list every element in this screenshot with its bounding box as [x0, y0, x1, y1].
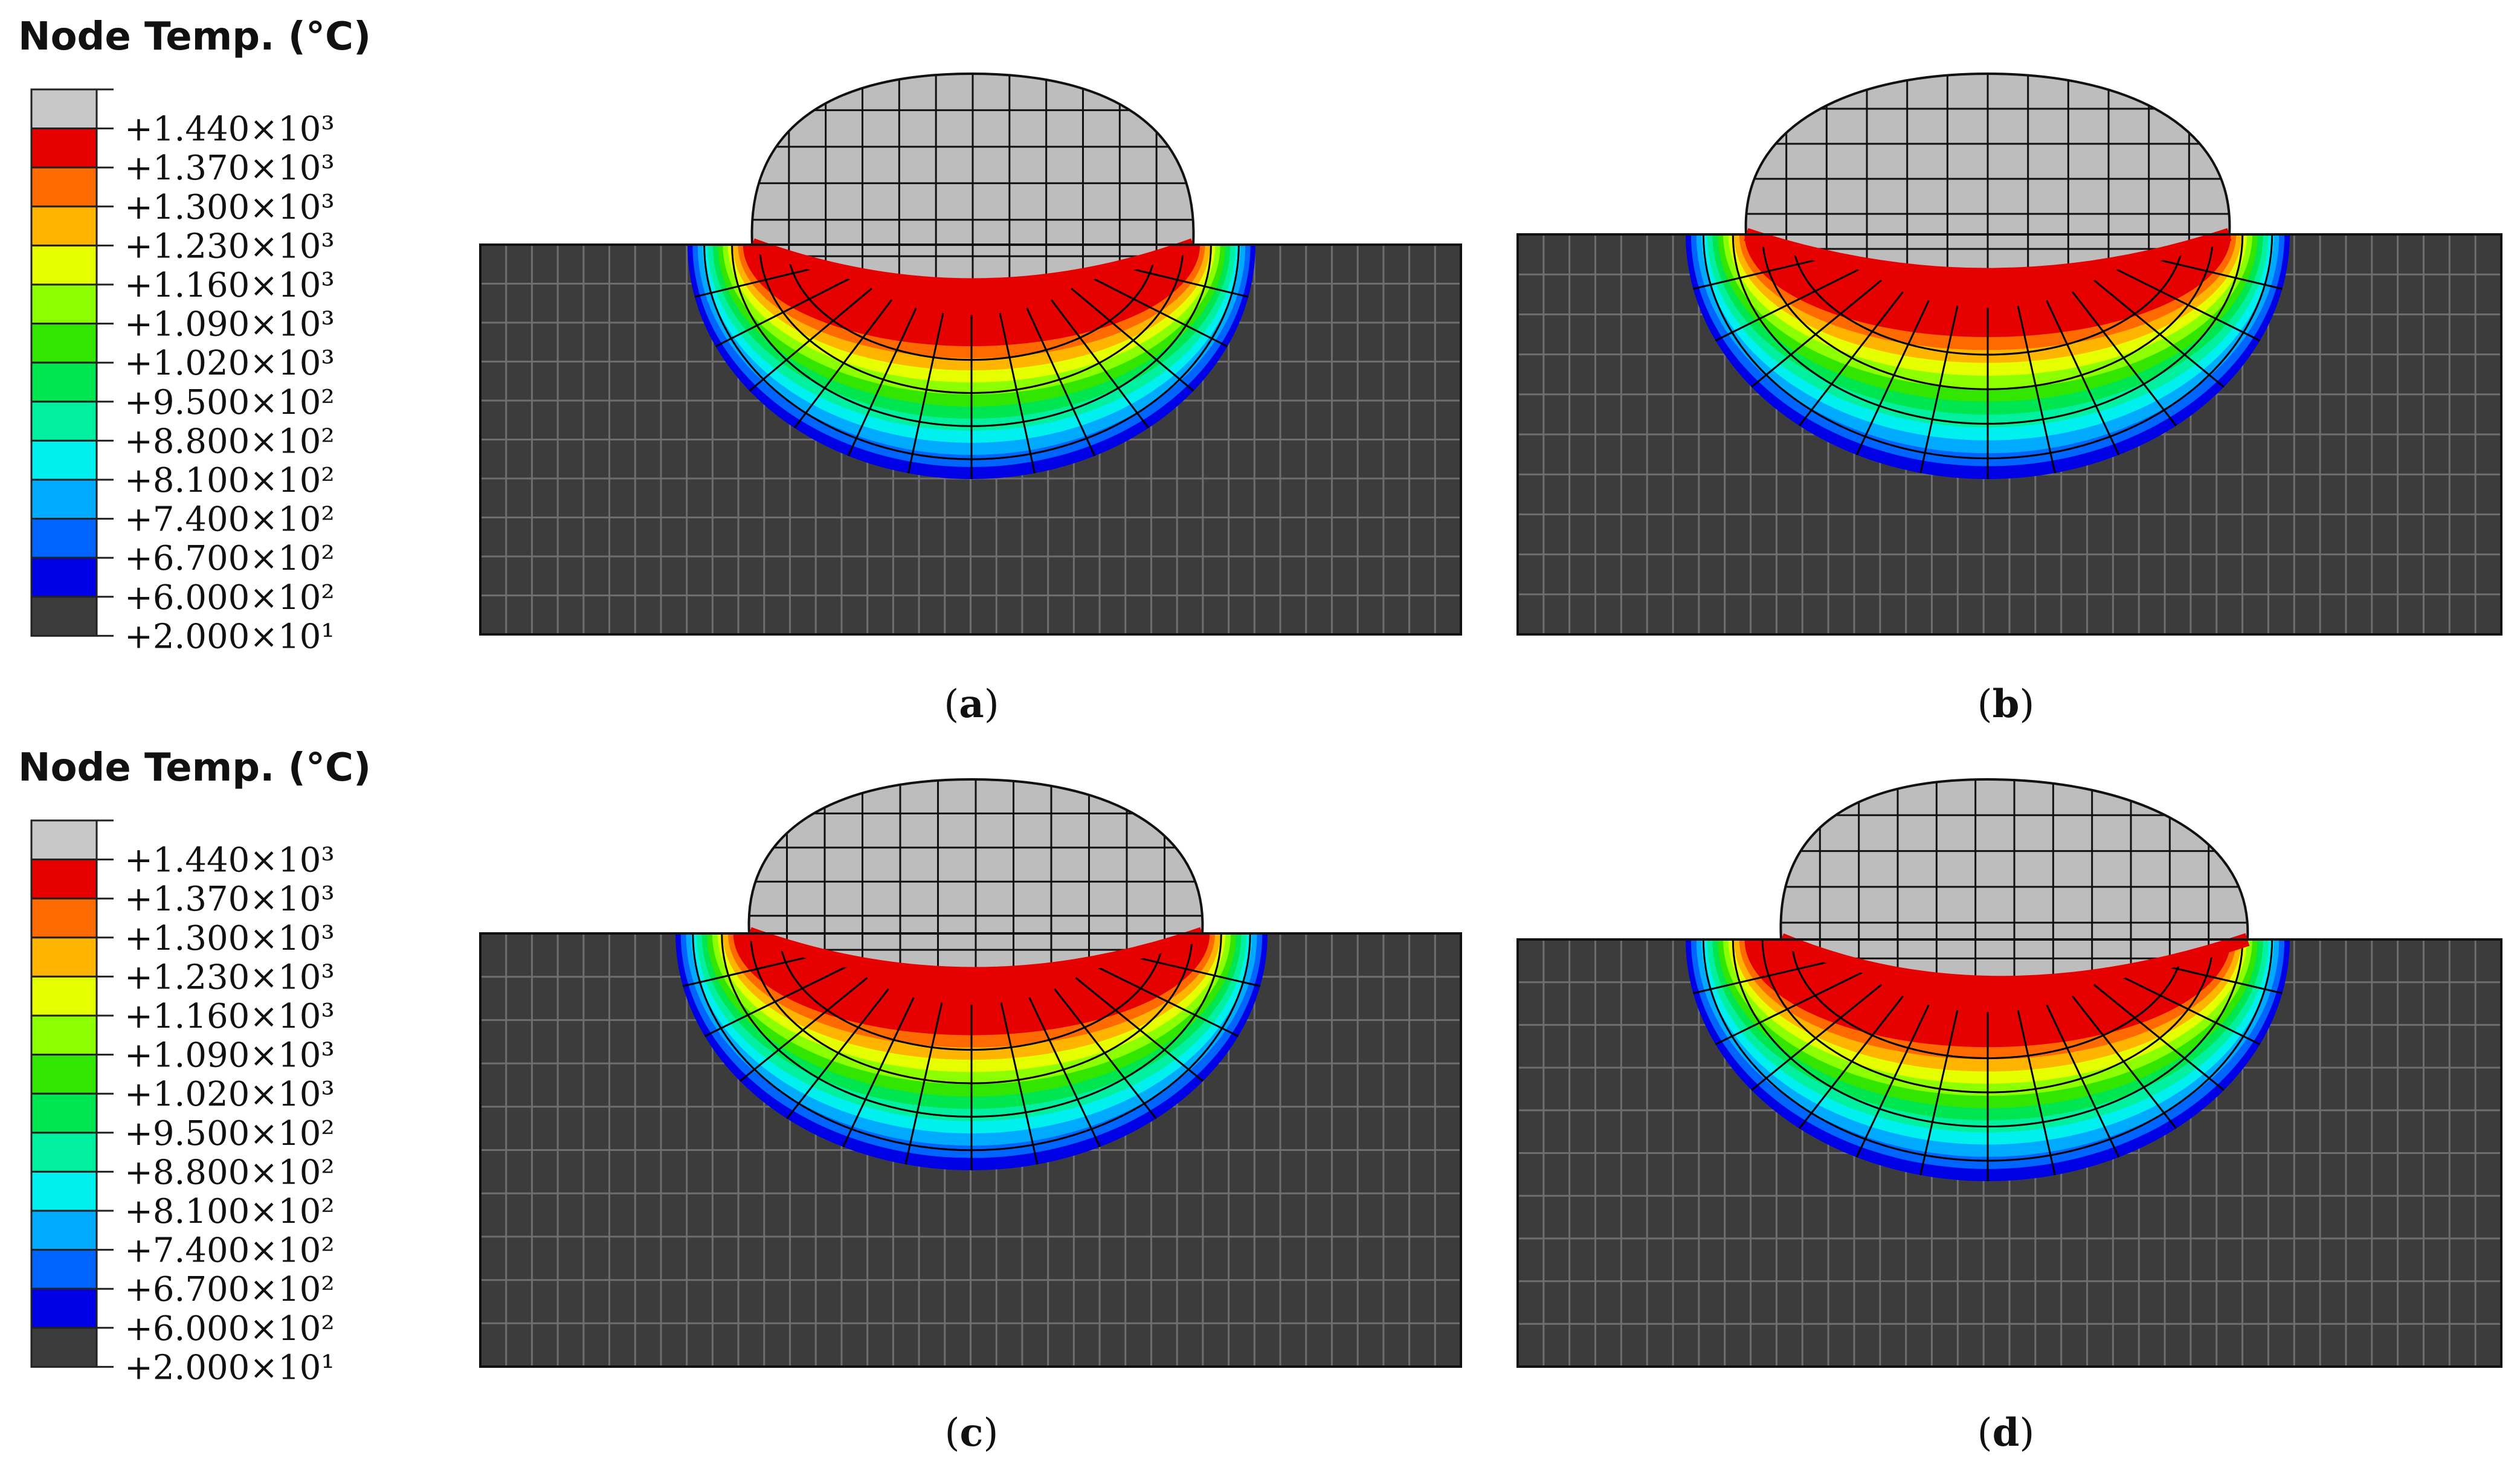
legend-swatch	[30, 323, 98, 364]
legend-label: +9.500×10²	[124, 1114, 335, 1153]
legend-swatch	[30, 166, 98, 208]
legend-swatch	[30, 518, 98, 559]
legend-swatch	[30, 88, 98, 130]
legend-swatch	[30, 1249, 98, 1290]
legend-label: +1.440×10³	[124, 841, 335, 880]
legend-label: +1.020×10³	[124, 344, 335, 383]
legend-label: +1.090×10³	[124, 305, 335, 344]
legend-title: Node Temp. (°C)	[18, 14, 371, 59]
caption-d-letter: d	[1993, 1410, 2020, 1455]
legend-label: +1.090×10³	[124, 1036, 335, 1075]
legend-swatch	[30, 1014, 98, 1056]
legend-label: +7.400×10²	[124, 1231, 335, 1271]
melt-boundary	[1778, 933, 2250, 990]
legend-swatch	[30, 1327, 98, 1368]
legend-swatch	[30, 244, 98, 286]
legend-label: +2.000×10¹	[124, 617, 335, 656]
legend-label: +1.440×10³	[124, 110, 335, 149]
legend-label: +1.020×10³	[124, 1075, 335, 1114]
substrate-outline	[1516, 938, 2502, 1368]
legend-swatch	[30, 556, 98, 598]
substrate-outline	[479, 932, 1462, 1368]
legend-label: +1.230×10³	[124, 227, 335, 266]
substrate-outline	[1516, 233, 2502, 636]
legend-title: Node Temp. (°C)	[18, 746, 371, 790]
legend-label: +8.800×10²	[124, 1153, 335, 1192]
panel-b	[1516, 72, 2502, 636]
legend-swatch	[30, 127, 98, 169]
legend-swatch	[30, 439, 98, 481]
legend-swatch	[30, 205, 98, 246]
legend-swatch	[30, 897, 98, 939]
legend-swatch	[30, 596, 98, 637]
legend-label: +8.100×10²	[124, 461, 335, 500]
caption-b: (b)	[1977, 682, 2035, 727]
bead-mesh	[752, 74, 1194, 285]
caption-d: (d)	[1977, 1410, 2035, 1455]
caption-c-letter: c	[960, 1410, 984, 1455]
legend-swatch	[30, 1054, 98, 1095]
legend-swatch	[30, 478, 98, 520]
melt-boundary	[1744, 228, 2232, 282]
legend-swatch	[30, 1170, 98, 1212]
fusion-mesh	[694, 245, 1249, 479]
melt-boundary	[747, 927, 1205, 981]
legend-label: +6.700×10²	[124, 1270, 335, 1309]
caption-b-letter: b	[1993, 682, 2020, 727]
legend-swatch	[30, 936, 98, 978]
legend-color-scale: +1.440×10³+1.370×10³+1.300×10³+1.230×10³…	[30, 88, 335, 656]
legend-swatch	[30, 1092, 98, 1134]
fusion-mesh	[1693, 234, 2283, 479]
legend-label: +1.370×10³	[124, 149, 335, 188]
legend-label: +1.300×10³	[124, 188, 335, 227]
legend-label: +6.000×10²	[124, 1309, 335, 1348]
legend-label: +8.100×10²	[124, 1192, 335, 1231]
caption-c: (c)	[945, 1410, 999, 1455]
legend-label: +8.800×10²	[124, 422, 335, 461]
legend-label: +9.500×10²	[124, 383, 335, 422]
legend-label: +6.700×10²	[124, 539, 335, 578]
legend-swatch	[30, 819, 98, 861]
caption-a-letter: a	[959, 682, 984, 727]
legend-label: +1.160×10³	[124, 266, 335, 305]
panel-a	[479, 72, 1462, 636]
melt-boundary	[750, 238, 1196, 292]
legend-label: +2.000×10¹	[124, 1348, 335, 1387]
legend-color-scale: +1.440×10³+1.370×10³+1.300×10³+1.230×10³…	[30, 819, 335, 1387]
legend-label: +7.400×10²	[124, 500, 335, 540]
legend-swatch	[30, 859, 98, 900]
legend-swatch	[30, 401, 98, 442]
legend-swatch	[30, 1132, 98, 1173]
legend-label: +1.160×10³	[124, 997, 335, 1036]
legend-swatch	[30, 283, 98, 325]
legend-swatch	[30, 361, 98, 403]
legend-swatch	[30, 1210, 98, 1251]
panel-c	[479, 778, 1462, 1368]
legend-label: +1.370×10³	[124, 880, 335, 919]
legend-swatch	[30, 1287, 98, 1329]
legend-label: +6.000×10²	[124, 578, 335, 617]
caption-a: (a)	[944, 682, 999, 727]
legend-swatch	[30, 975, 98, 1017]
legend-label: +1.300×10³	[124, 919, 335, 958]
legend-label: +1.230×10³	[124, 958, 335, 997]
panel-d	[1516, 778, 2502, 1368]
legend-bottom: Node Temp. (°C) +1.440×10³+1.370×10³+1.3…	[18, 746, 371, 1387]
legend-top: Node Temp. (°C) +1.440×10³+1.370×10³+1.3…	[18, 14, 371, 656]
substrate-outline	[479, 243, 1462, 636]
